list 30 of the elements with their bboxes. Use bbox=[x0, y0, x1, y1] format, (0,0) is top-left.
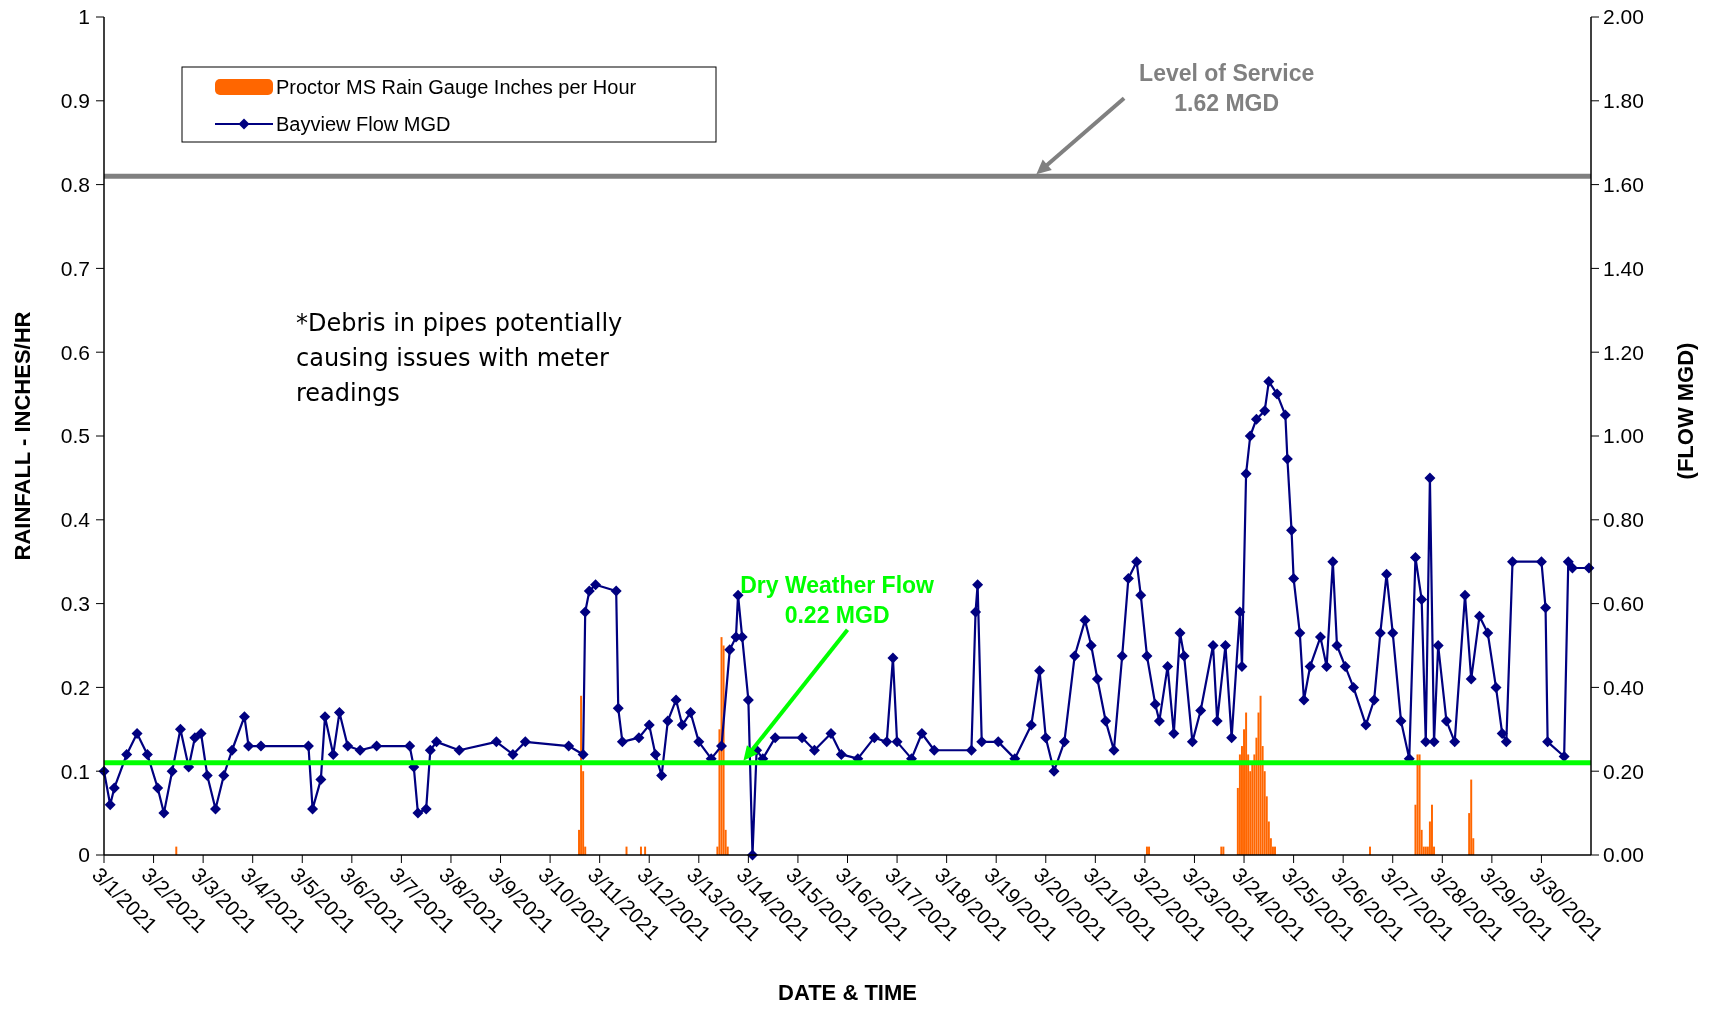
y-tick-label: 0 bbox=[78, 843, 90, 867]
y2-tick-label: 0.00 bbox=[1603, 843, 1644, 867]
y-tick-label: 0.9 bbox=[60, 89, 90, 113]
y-tick-label: 0.1 bbox=[60, 759, 90, 783]
ref-line-label: Dry Weather Flow 0.22 MGD bbox=[740, 571, 935, 628]
y2-tick-label: 0.80 bbox=[1603, 508, 1644, 532]
y-axis-title: RAINFALL - INCHES/HR bbox=[10, 311, 35, 561]
y-tick-label: 0.6 bbox=[60, 340, 90, 364]
y2-tick-label: 0.20 bbox=[1603, 759, 1644, 783]
y2-tick-label: 1.20 bbox=[1603, 340, 1644, 364]
y2-tick-label: 0.60 bbox=[1603, 591, 1644, 615]
y2-tick-label: 1.80 bbox=[1603, 89, 1644, 113]
ref-line-label: Level of Service 1.62 MGD bbox=[1139, 60, 1315, 117]
x-axis-title: DATE & TIME bbox=[778, 980, 917, 1005]
y-tick-label: 0.4 bbox=[60, 508, 91, 532]
y2-tick-label: 1.60 bbox=[1603, 172, 1644, 196]
y2-tick-label: 1.40 bbox=[1603, 256, 1644, 280]
y-tick-label: 0.2 bbox=[60, 675, 90, 699]
legend-label: Bayview Flow MGD bbox=[276, 113, 451, 135]
y2-tick-label: 1.00 bbox=[1603, 424, 1644, 448]
y2-axis-title: (FLOW MGD) bbox=[1673, 342, 1698, 480]
y-tick-label: 1 bbox=[78, 5, 90, 29]
y-tick-label: 0.8 bbox=[60, 172, 90, 196]
y2-tick-label: 2.00 bbox=[1603, 5, 1644, 29]
y2-tick-label: 0.40 bbox=[1603, 675, 1644, 699]
legend-label: Proctor MS Rain Gauge Inches per Hour bbox=[276, 76, 637, 98]
y-tick-label: 0.7 bbox=[60, 256, 90, 280]
annotation: *Debris in pipes potentially causing issues with meter readings bbox=[296, 309, 623, 407]
y-tick-label: 0.3 bbox=[60, 591, 90, 615]
y-tick-label: 0.5 bbox=[60, 424, 90, 448]
